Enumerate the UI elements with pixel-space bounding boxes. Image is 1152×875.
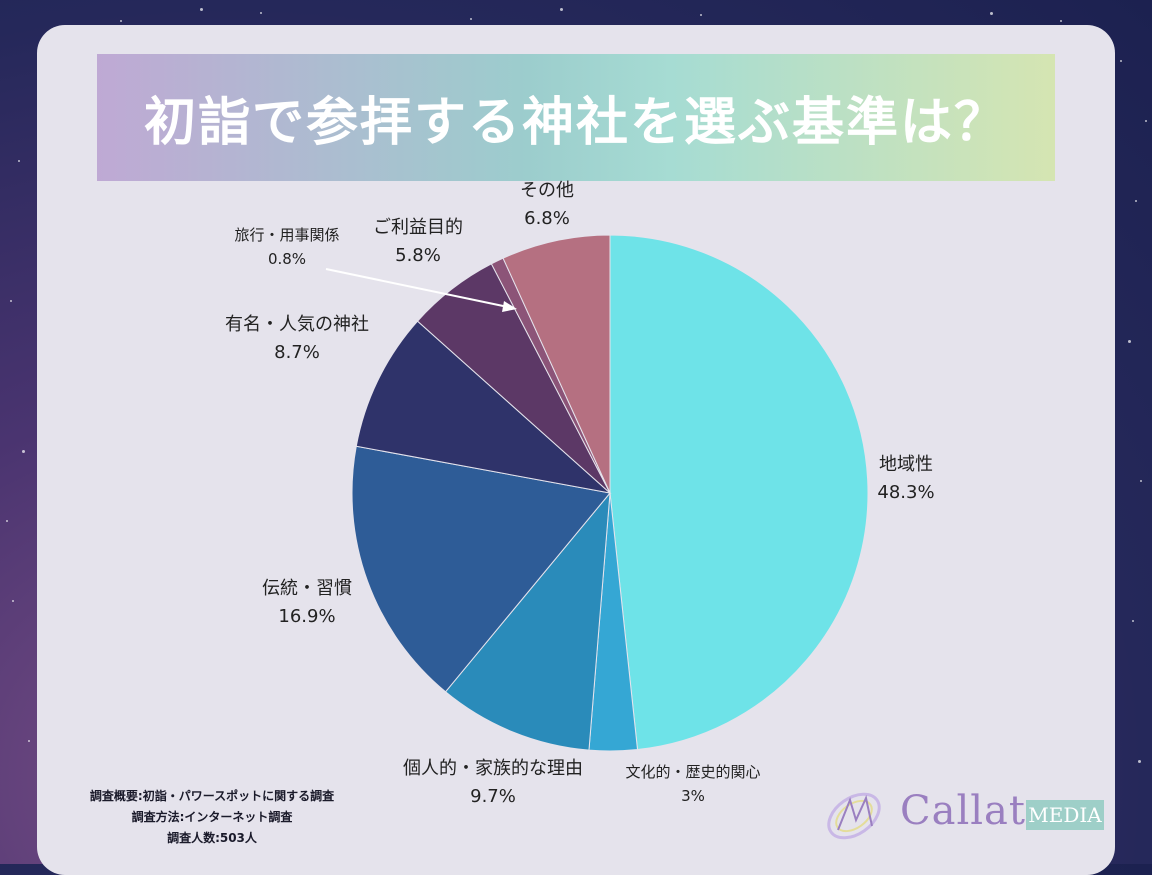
footnote-overview: 調査概要:初詣・パワースポットに関する調査 xyxy=(89,789,335,803)
label-value-伝統・習慣: 16.9% xyxy=(278,606,335,627)
label-name-伝統・習慣: 伝統・習慣 xyxy=(262,578,352,599)
label-value-ご利益目的: 5.8% xyxy=(395,245,441,266)
label-value-文化的・歴史的関心: 3% xyxy=(681,787,705,805)
logo-wordmark: Callat xyxy=(900,788,1026,834)
logo-media-badge: MEDIA xyxy=(1026,800,1104,830)
label-value-個人的・家族的な理由: 9.7% xyxy=(470,786,516,807)
label-value-有名・人気の神社: 8.7% xyxy=(274,342,320,363)
background-star xyxy=(700,14,702,16)
background-star xyxy=(12,600,14,602)
pie-slice-地域性 xyxy=(609,234,869,751)
background-star xyxy=(1060,20,1062,22)
background-star xyxy=(18,160,20,162)
background-star xyxy=(990,12,993,15)
logo-swirl-icon xyxy=(827,792,881,840)
background-star xyxy=(120,20,122,22)
background-star xyxy=(560,8,563,11)
background-star xyxy=(22,450,25,453)
background-star xyxy=(200,8,203,11)
label-name-ご利益目的: ご利益目的 xyxy=(373,217,463,238)
label-name-有名・人気の神社: 有名・人気の神社 xyxy=(225,314,369,335)
background-star xyxy=(28,740,30,742)
footnote-method: 調査方法:インターネット調査 xyxy=(131,810,293,824)
background-star xyxy=(1132,620,1134,622)
background-star xyxy=(6,520,8,522)
background-star xyxy=(260,12,262,14)
pie-slice-有名・人気の神社 xyxy=(355,320,612,494)
label-name-文化的・歴史的関心: 文化的・歴史的関心 xyxy=(625,763,760,781)
title-banner: 初詣で参拝する神社を選ぶ基準は？ xyxy=(97,54,1055,181)
background-star xyxy=(470,18,472,20)
survey-footnote: 調査概要:初詣・パワースポットに関する調査 調査方法:インターネット調査 調査人… xyxy=(62,786,362,849)
pie-slice-伝統・習慣 xyxy=(351,445,611,693)
background-star xyxy=(10,300,12,302)
background-star xyxy=(1145,120,1147,122)
small-slice-pointer xyxy=(325,268,509,308)
pie-slice-その他 xyxy=(502,234,611,494)
label-value-旅行・用事関係: 0.8% xyxy=(268,250,306,268)
label-name-地域性: 地域性 xyxy=(879,454,933,475)
background-star xyxy=(1128,340,1131,343)
label-value-地域性: 48.3% xyxy=(877,482,934,503)
callat-media-logo: Callat MEDIA xyxy=(820,786,1110,846)
background-star xyxy=(1120,60,1122,62)
footnote-respondents: 調査人数:503人 xyxy=(167,831,257,845)
background-star xyxy=(1135,200,1137,202)
chart-title: 初詣で参拝する神社を選ぶ基準は？ xyxy=(143,93,1008,153)
background-star xyxy=(1138,760,1141,763)
pie-slice-個人的・家族的な理由 xyxy=(444,491,611,751)
background-star xyxy=(1140,480,1142,482)
label-value-その他: 6.8% xyxy=(524,208,570,229)
label-name-個人的・家族的な理由: 個人的・家族的な理由 xyxy=(403,758,583,779)
pointer-arrowhead-icon xyxy=(502,301,517,312)
label-name-旅行・用事関係: 旅行・用事関係 xyxy=(234,226,339,244)
label-name-その他: その他 xyxy=(520,180,574,201)
